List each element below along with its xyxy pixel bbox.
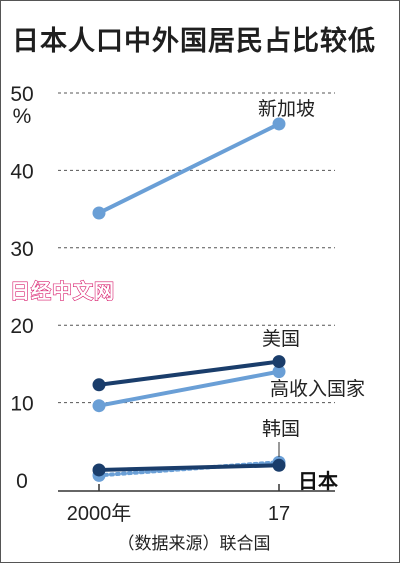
y-tick-label: 50 <box>10 83 33 106</box>
series-lines <box>92 117 286 482</box>
y-tick-label: 30 <box>10 238 33 261</box>
data-point <box>272 365 286 379</box>
source-note: （数据来源）联合国 <box>118 534 271 554</box>
series-line <box>97 463 281 472</box>
series-label: 美国 <box>262 328 300 350</box>
series-line <box>97 369 281 408</box>
y-tick-label: 10 <box>10 393 33 416</box>
data-point <box>92 206 106 220</box>
series-label: 韩国 <box>262 418 300 440</box>
data-point <box>272 458 286 472</box>
y-tick-label: 20 <box>10 315 33 338</box>
y-tick-labels: 0 10 20 30 40 50 <box>10 83 33 493</box>
data-point <box>92 378 106 392</box>
data-point <box>272 117 286 131</box>
x-axis: 2000年 17 <box>58 484 335 525</box>
series-line <box>97 121 281 215</box>
x-tick-label: 2000年 <box>67 502 132 525</box>
data-point <box>272 355 286 369</box>
series-label: 日本 <box>298 469 338 493</box>
data-point <box>92 463 106 477</box>
gridlines <box>58 92 335 404</box>
y-unit-label: % <box>13 105 32 128</box>
series-line <box>97 359 281 387</box>
series-label: 新加坡 <box>258 98 315 120</box>
y-tick-label: 40 <box>10 160 33 183</box>
y-tick-label: 0 <box>16 470 28 493</box>
x-tick-label: 17 <box>268 503 290 525</box>
chart-title: 日本人口中外国居民占比较低 <box>12 25 376 56</box>
series-label: 高收入国家 <box>270 378 365 400</box>
data-point <box>92 399 106 413</box>
watermark-text: 日经中文网 <box>10 279 115 303</box>
